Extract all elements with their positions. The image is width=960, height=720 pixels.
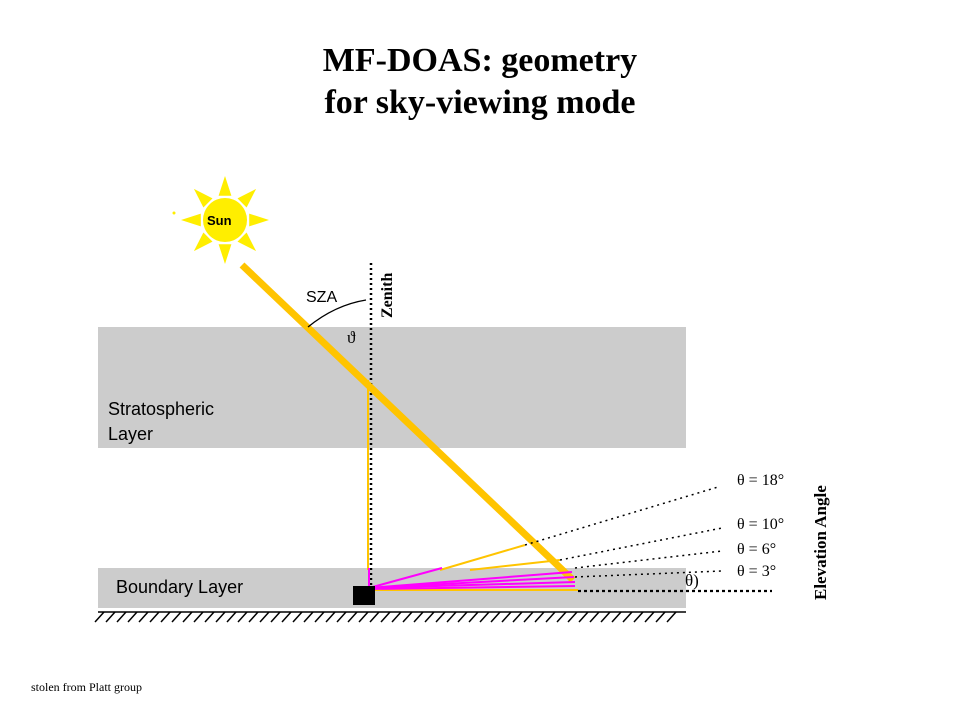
sun-ray: [239, 262, 576, 583]
hatch-mark: [325, 611, 336, 623]
angle-label-18: θ = 18°: [737, 472, 784, 489]
hatch-mark: [578, 611, 589, 623]
hatch-mark: [391, 611, 402, 623]
hatch-mark: [567, 611, 578, 623]
hatch-mark: [369, 611, 380, 623]
hatch-mark: [182, 611, 193, 623]
hatch-mark: [259, 611, 270, 623]
view-line-3: [574, 570, 723, 578]
hatch-mark: [633, 611, 644, 623]
hatch-mark: [457, 611, 468, 623]
hatch-mark: [435, 611, 446, 623]
hatch-mark: [303, 611, 314, 623]
yellow-ray-18: [439, 544, 526, 571]
sza-arc: [307, 299, 367, 328]
hatch-mark: [600, 611, 611, 623]
stratospheric-layer: [98, 327, 686, 448]
scattered-light-yellow: [372, 544, 578, 591]
ground-hatching: [94, 611, 677, 623]
hatch-mark: [490, 611, 501, 623]
title-line-1: MF-DOAS: geometry: [322, 42, 638, 79]
view-line-10: [559, 527, 723, 561]
hatch-mark: [127, 611, 138, 623]
hatch-mark: [556, 611, 567, 623]
view-line-6: [574, 550, 723, 569]
sun-ray-spike: [249, 213, 269, 227]
hatch-mark: [160, 611, 171, 623]
sun-label: Sun: [207, 213, 232, 228]
stratospheric-label-line-1: Stratospheric: [108, 399, 214, 419]
hatch-mark: [105, 611, 116, 623]
stratospheric-label-line-2: Layer: [108, 424, 153, 444]
title-line-2: for sky-viewing mode: [324, 84, 636, 121]
magenta-flat: [368, 585, 576, 590]
hatch-mark: [292, 611, 303, 623]
theta-horizon-symbol: θ): [685, 571, 699, 590]
hatch-mark: [248, 611, 259, 623]
sun-ray-spike: [193, 232, 213, 252]
magenta-ray-3: [368, 581, 576, 589]
hatch-mark: [402, 611, 413, 623]
hatch-mark: [479, 611, 490, 623]
hatch-mark: [171, 611, 182, 623]
hatch-mark: [589, 611, 600, 623]
hatch-mark: [468, 611, 479, 623]
hatch-mark: [358, 611, 369, 623]
sun-ray-spike: [218, 244, 232, 264]
page-title: MF-DOAS: geometry for sky-viewing mode: [0, 40, 960, 124]
sun-ray-spike: [237, 232, 257, 252]
hatch-mark: [446, 611, 457, 623]
yellow-ray-10: [469, 559, 561, 571]
sun-ray-spike: [218, 176, 232, 196]
hatch-mark: [666, 611, 677, 623]
hatch-mark: [237, 611, 248, 623]
sza-label: SZA: [306, 289, 337, 306]
hatch-mark: [270, 611, 281, 623]
view-line-18: [524, 486, 719, 546]
hatch-mark: [622, 611, 633, 623]
viewing-direction-extensions: [524, 486, 772, 593]
hatch-mark: [545, 611, 556, 623]
angle-label-6: θ = 6°: [737, 541, 776, 558]
hatch-mark: [204, 611, 215, 623]
elevation-angle-label: Elevation Angle: [811, 485, 830, 600]
hatch-mark: [215, 611, 226, 623]
hatch-mark: [501, 611, 512, 623]
hatch-mark: [138, 611, 149, 623]
sun-icon: [172, 176, 269, 264]
hatch-mark: [655, 611, 666, 623]
hatch-mark: [94, 611, 105, 623]
hatch-mark: [281, 611, 292, 623]
angle-label-10: θ = 10°: [737, 516, 784, 533]
angle-label-3: θ = 3°: [737, 563, 776, 580]
hatch-mark: [534, 611, 545, 623]
hatch-mark: [512, 611, 523, 623]
hatch-mark: [336, 611, 347, 623]
zenith-label: Zenith: [379, 273, 396, 318]
scattered-light-magenta: [368, 567, 576, 590]
boundary-layer-label: Boundary Layer: [116, 577, 243, 597]
hatch-mark: [226, 611, 237, 623]
hatch-mark: [149, 611, 160, 623]
hatch-mark: [380, 611, 391, 623]
hatch-mark: [523, 611, 534, 623]
instrument-box: [353, 586, 375, 605]
sun-ray-spike: [193, 188, 213, 208]
credit-note: stolen from Platt group: [31, 680, 142, 694]
hatch-mark: [413, 611, 424, 623]
sza-symbol: ϑ: [347, 328, 356, 347]
hatch-mark: [193, 611, 204, 623]
sun-ray-spike: [237, 188, 257, 208]
hatch-mark: [347, 611, 358, 623]
hatch-mark: [314, 611, 325, 623]
hatch-mark: [116, 611, 127, 623]
sun-ray-spike: [181, 213, 201, 227]
hatch-mark: [611, 611, 622, 623]
hatch-mark: [644, 611, 655, 623]
hatch-mark: [424, 611, 435, 623]
magenta-ray-18: [368, 567, 443, 589]
